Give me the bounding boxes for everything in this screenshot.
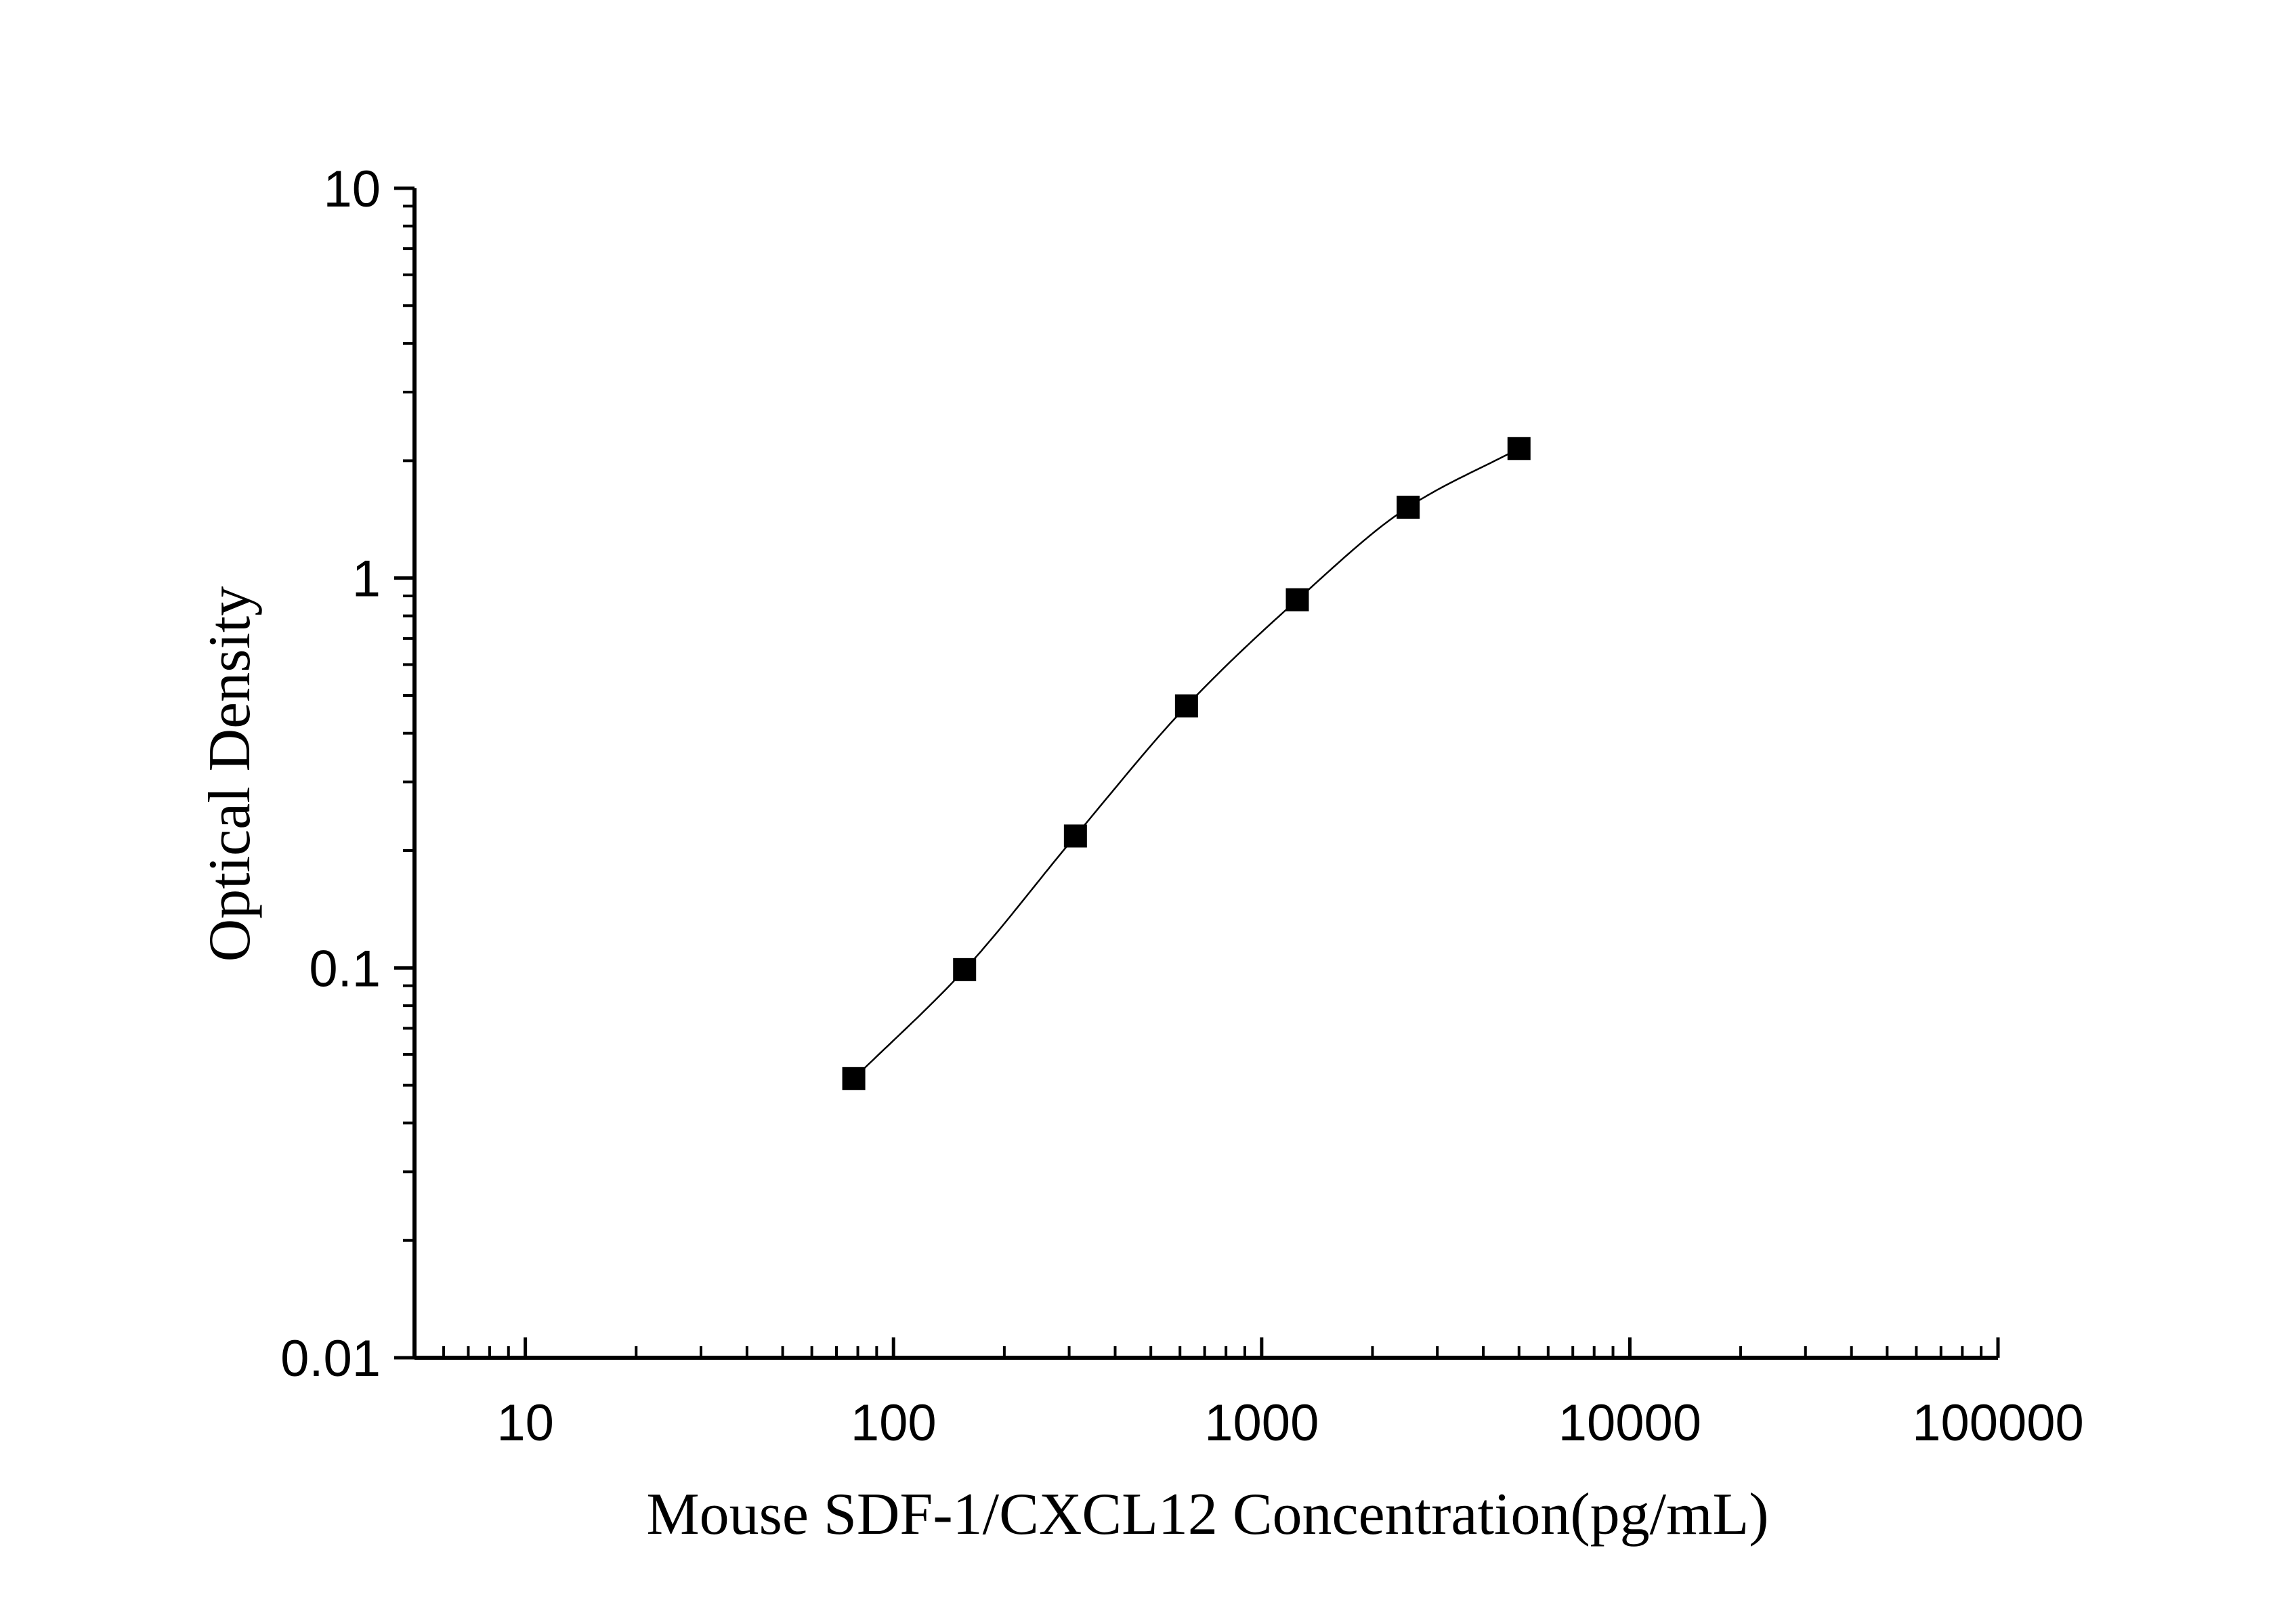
x-tick-label-10000: 10000 — [1558, 1394, 1701, 1452]
minor-ticks — [403, 205, 1983, 1358]
x-axis-title: Mouse SDF-1/CXCL12 Concentration(pg/mL) — [646, 1482, 1768, 1547]
y-axis-title: Optical Density — [197, 586, 263, 962]
data-point-3 — [1063, 824, 1087, 848]
x-tick-label-100: 100 — [851, 1394, 937, 1452]
y-tick-label-0.1: 0.1 — [309, 940, 381, 997]
x-tick-label-100000: 100000 — [1912, 1394, 2084, 1452]
y-tick-label-1: 1 — [352, 551, 381, 608]
data-point-7 — [1507, 437, 1531, 460]
data-point-4 — [1174, 694, 1198, 718]
data-point-1 — [842, 1067, 866, 1090]
x-tick-label-10: 10 — [496, 1394, 554, 1452]
major-ticks — [394, 186, 2000, 1360]
y-tick-label-10: 10 — [323, 160, 381, 218]
y-tick-labels: 0.01 0.1 1 10 — [280, 160, 381, 1388]
fitted-curve — [853, 448, 1520, 1079]
data-point-5 — [1285, 588, 1309, 611]
x-tick-labels: 10 100 1000 10000 100000 — [496, 1394, 2083, 1452]
data-points — [842, 437, 1531, 1090]
y-tick-label-0.01: 0.01 — [280, 1330, 381, 1388]
data-point-6 — [1397, 495, 1420, 519]
x-tick-label-1000: 1000 — [1204, 1394, 1319, 1452]
data-point-2 — [953, 958, 977, 981]
